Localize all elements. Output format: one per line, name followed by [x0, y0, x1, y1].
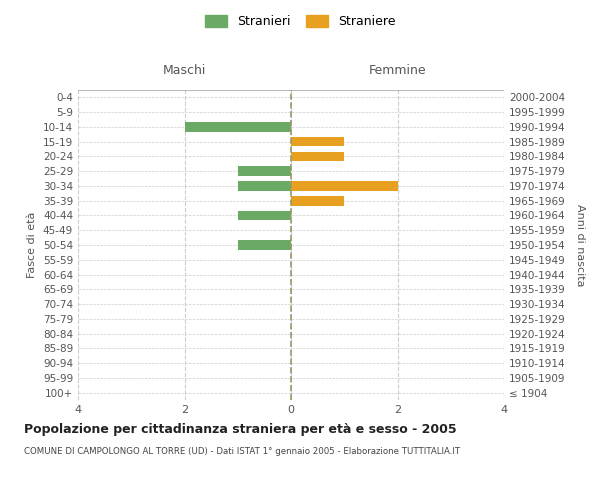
- Text: Maschi: Maschi: [163, 64, 206, 78]
- Bar: [238, 166, 291, 176]
- Text: COMUNE DI CAMPOLONGO AL TORRE (UD) - Dati ISTAT 1° gennaio 2005 - Elaborazione T: COMUNE DI CAMPOLONGO AL TORRE (UD) - Dat…: [24, 448, 460, 456]
- Bar: [238, 181, 291, 190]
- Bar: [291, 137, 344, 146]
- Bar: [238, 240, 291, 250]
- Bar: [238, 210, 291, 220]
- Bar: [291, 196, 344, 205]
- Legend: Stranieri, Straniere: Stranieri, Straniere: [201, 11, 399, 32]
- Bar: [291, 152, 344, 161]
- Bar: [185, 122, 291, 132]
- Text: Femmine: Femmine: [368, 64, 427, 78]
- Y-axis label: Fasce di età: Fasce di età: [28, 212, 37, 278]
- Text: Popolazione per cittadinanza straniera per età e sesso - 2005: Popolazione per cittadinanza straniera p…: [24, 422, 457, 436]
- Y-axis label: Anni di nascita: Anni di nascita: [575, 204, 585, 286]
- Bar: [291, 181, 398, 190]
